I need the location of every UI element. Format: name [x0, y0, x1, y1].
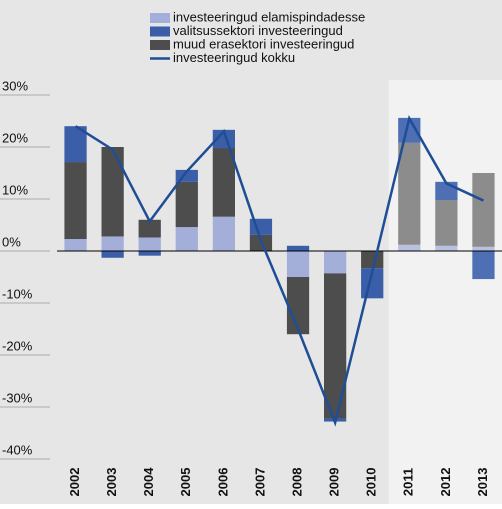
bar-segment	[435, 200, 458, 246]
x-tick-label: 2009	[327, 468, 342, 497]
legend-symbol	[150, 40, 170, 50]
bar-segment	[472, 246, 495, 251]
x-tick-label: 2002	[67, 468, 82, 497]
x-tick-label: 2005	[178, 468, 193, 497]
y-tick-label: -10%	[2, 286, 33, 301]
y-tick-label: 10%	[2, 182, 28, 197]
bar-segment	[435, 245, 458, 251]
legend-label: valitsussektori investeeringud	[173, 23, 343, 38]
x-tick-label: 2006	[215, 468, 230, 497]
y-tick-label: 30%	[2, 78, 28, 93]
legend-label: muud erasektori investeeringud	[173, 36, 354, 51]
bar-segment	[175, 227, 198, 251]
bar-segment	[175, 181, 198, 228]
bar-segment	[64, 162, 87, 240]
y-tick-label: 0%	[2, 234, 21, 249]
bar-segment	[286, 245, 310, 251]
bar-segment	[324, 273, 347, 419]
y-tick-label: 20%	[2, 130, 28, 145]
bar-segment	[398, 142, 421, 245]
bar-segment	[101, 236, 124, 251]
y-tick-label: -20%	[2, 338, 33, 353]
bar-segment	[398, 244, 421, 251]
legend-label: investeeringud kokku	[173, 50, 295, 65]
x-tick-label: 2008	[289, 468, 304, 497]
total-line	[74, 115, 484, 427]
bar-segment	[286, 277, 310, 335]
x-tick-label: 2013	[475, 468, 490, 497]
legend-label: investeeringud elamispindadesse	[173, 9, 365, 24]
x-tick-label: 2011	[401, 468, 416, 496]
y-tick-label: -30%	[2, 390, 33, 405]
bar-segment	[138, 237, 161, 251]
x-tick-label: 2012	[438, 468, 453, 497]
bar-segment	[138, 219, 161, 238]
bar-segment	[64, 239, 87, 251]
bar-segment	[472, 251, 495, 280]
bar-segment	[324, 251, 347, 274]
bar-segment	[175, 169, 198, 182]
legend-symbol	[150, 26, 170, 37]
legend-symbol	[150, 13, 170, 23]
bar-segment	[101, 147, 124, 237]
x-tick-label: 2004	[141, 467, 156, 497]
x-tick-label: 2007	[252, 468, 267, 497]
bar-segment	[138, 251, 161, 256]
bar-segment	[286, 251, 310, 277]
x-tick-label: 2010	[364, 468, 379, 497]
bar-segment	[212, 148, 235, 217]
bar-segment	[64, 126, 87, 163]
bar-segment	[212, 216, 235, 251]
bar-segment	[212, 129, 235, 149]
bar-segment	[361, 251, 384, 269]
x-tick-label: 2003	[104, 468, 119, 497]
bar-segment	[472, 173, 495, 247]
bar-segment	[101, 251, 124, 258]
y-tick-label: -40%	[2, 442, 33, 457]
